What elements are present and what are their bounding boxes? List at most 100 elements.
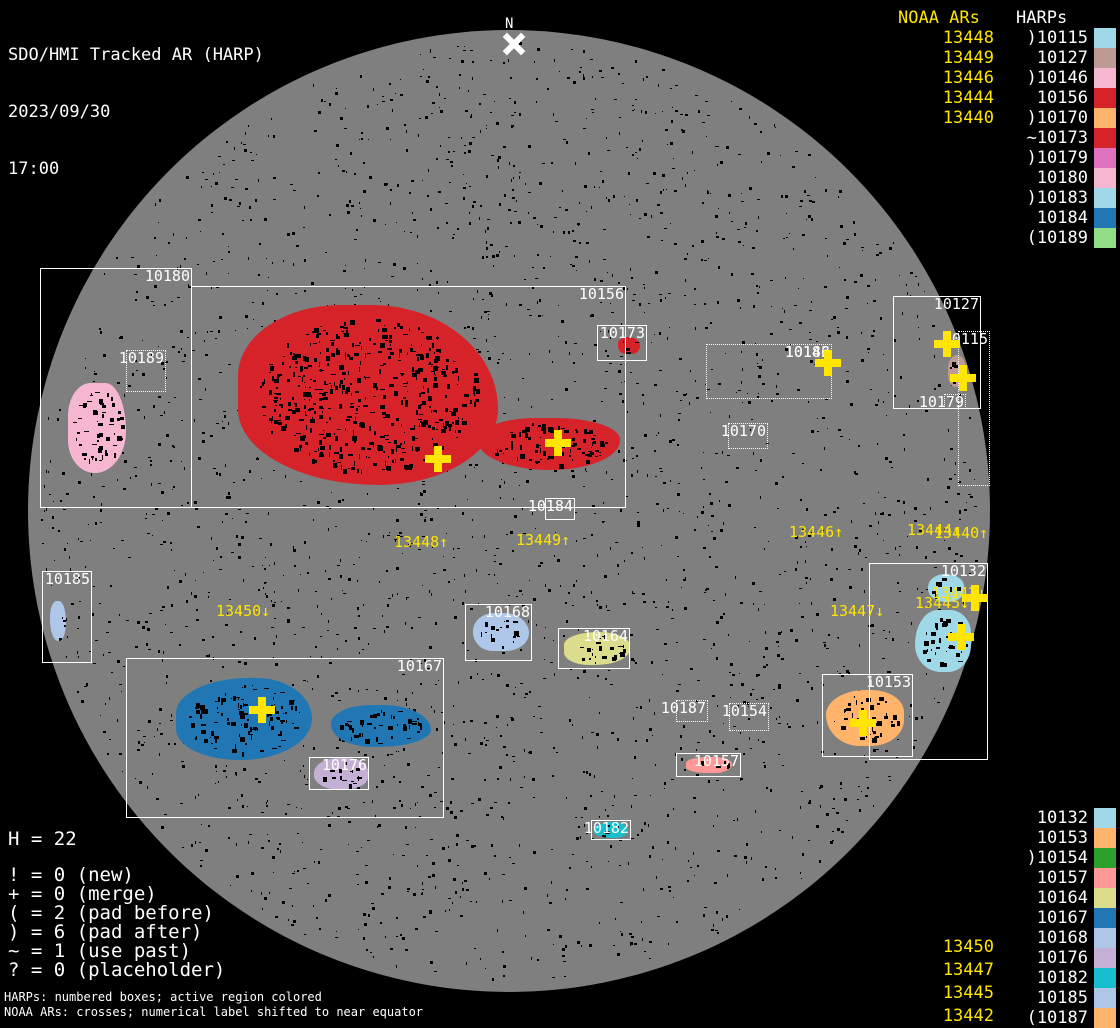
noaa-bottom-list: 13450 13447 13445 13442 [898,936,994,1028]
harp-top-label-0: )10115 [1026,28,1088,48]
noaa-ar-bottom-3: 13442 [942,1006,994,1026]
harp-top-label-8: )10183 [1026,188,1088,208]
harp-box-10173[interactable]: 10173 [597,325,647,361]
harp-box-10153[interactable]: 10153 [822,674,913,757]
harp-top-label-7: 10180 [1036,168,1088,188]
harp-bottom-swatch-2 [1094,848,1116,868]
noaa-ar-cross-7 [962,585,988,611]
harp-top-label-10: (10189 [1026,228,1088,248]
harp-box-label-10164: 10164 [582,627,628,645]
harp-bottom-swatch-6 [1094,928,1116,948]
noaa-ar-label-13448: 13448↑ [394,533,449,551]
harp-box-label-10154: 10154 [721,702,767,720]
harp-box-10127[interactable]: 10127 [893,296,981,409]
harp-bottom-label-1: 10153 [1036,828,1088,848]
harp-bottom-swatch-5 [1094,908,1116,928]
harp-bottom-label-0: 10132 [1036,808,1088,828]
harp-count: H = 22 [8,828,77,850]
harp-box-label-10146: 10146 [784,343,830,361]
harp-box-10164[interactable]: 10164 [558,628,630,669]
ar-10132-north [928,574,964,602]
harp-box-10156[interactable]: 10156 [191,286,626,508]
harp-bottom-label-8: 10182 [1036,968,1088,988]
harp-top-swatch-9 [1094,208,1116,228]
solar-disk [28,30,990,992]
harp-box-10180[interactable]: 10180 [40,268,192,508]
ar-10167-west [176,678,312,760]
observation-date: 2023/09/30 [8,102,111,122]
north-label: N [505,16,514,32]
harp-box-label-10153: 10153 [865,673,911,691]
harp-bottom-swatch-9 [1094,988,1116,1008]
harp-bottom-swatch-8 [1094,968,1116,988]
noaa-ar-cross-1 [545,430,571,456]
harp-top-label-4: )10170 [1026,108,1088,128]
harp-legend-heading: HARPs [1016,8,1068,28]
harp-bottom-swatch-7 [1094,948,1116,968]
harp-box-10176[interactable]: 10176 [309,757,369,790]
harp-box-10187[interactable]: 10187 [661,700,708,722]
harp-bottom-swatch-0 [1094,808,1116,828]
noaa-ar-label-13446: 13446↑ [789,523,844,541]
noaa-ar-cross-3 [934,331,960,357]
ar-10157 [686,757,732,773]
harp-bottom-label-4: 10164 [1036,888,1088,908]
harp-box-10167[interactable]: 10167 [126,658,444,818]
harp-box-10182[interactable]: 10182 [584,820,631,840]
harp-top-color-swatches [1094,28,1116,248]
harp-bottom-label-3: 10157 [1036,868,1088,888]
harp-bottom-label-7: 10176 [1036,948,1088,968]
harp-box-10185[interactable]: 10185 [42,571,92,663]
noaa-ar-label-13450: 13450↓ [216,602,271,620]
flag-legend: ! = 0 (new) + = 0 (merge) ( = 2 (pad bef… [8,864,226,981]
noaa-ar-cross-4 [950,365,976,391]
harp-box-label-10173: 10173 [599,324,645,342]
ar-10182 [594,822,628,838]
harp-box-10168[interactable]: 10168 [465,604,532,661]
harp-bottom-list: 10132 10153)10154 10157 10164 10167 1016… [1000,808,1088,1028]
noaa-ar-bottom-0: 13450 [942,937,994,957]
noaa-ar-cross-8 [948,624,974,650]
harp-top-label-2: )10146 [1026,68,1088,88]
harp-box-10170[interactable]: 10170 [721,423,768,449]
noaa-ar-top-1: 13449 [942,48,994,68]
harp-bottom-swatch-10 [1094,1008,1116,1028]
harp-bottom-label-6: 10168 [1036,928,1088,948]
page-title: SDO/HMI Tracked AR (HARP) [8,45,264,65]
harp-top-label-1: 10127 [1036,48,1088,68]
north-cross-icon [503,33,525,55]
harp-top-label-5: ~10173 [1026,128,1088,148]
harp-box-10184[interactable]: 10184 [528,498,575,520]
harp-box-label-10189: 10189 [118,349,164,367]
header-block: SDO/HMI Tracked AR (HARP) 2023/09/30 17:… [8,8,264,217]
ar-10156-east [478,418,620,470]
harp-box-label-10170: 10170 [720,422,766,440]
harp-box-label-10184: 10184 [527,497,573,515]
harp-bottom-swatch-3 [1094,868,1116,888]
harp-bottom-swatch-1 [1094,828,1116,848]
harp-top-swatch-3 [1094,88,1116,108]
harp-box-label-10167: 10167 [396,657,442,675]
harp-bottom-label-2: )10154 [1026,848,1088,868]
harp-box-10132[interactable]: 10132 [869,563,988,760]
harp-box-label-10182: 10182 [583,819,629,837]
noaa-ar-top-2: 13446 [942,68,994,88]
harp-top-label-3: 10156 [1036,88,1088,108]
harp-top-list: )10115 10127)10146 10156)10170 ~10173)101… [1000,28,1088,248]
harp-box-label-10185: 10185 [44,570,90,588]
harp-box-10154[interactable]: 10154 [722,703,769,731]
harp-box-10157[interactable]: 10157 [676,753,741,777]
harp-box-label-10180: 10180 [144,267,190,285]
ar-10168 [473,613,529,651]
harp-box-label-10157: 10157 [693,752,739,770]
harp-box-10189[interactable]: 10189 [119,350,166,392]
harp-box-10146[interactable]: 10146 [706,344,832,399]
ar-10173 [618,337,640,354]
ar-10180 [68,383,126,473]
harp-box-10179[interactable]: 10179 [919,394,966,411]
harp-top-swatch-0 [1094,28,1116,48]
harp-top-label-6: )10179 [1026,148,1088,168]
noaa-ar-cross-6 [850,710,876,736]
noaa-ar-cross-0 [425,446,451,472]
